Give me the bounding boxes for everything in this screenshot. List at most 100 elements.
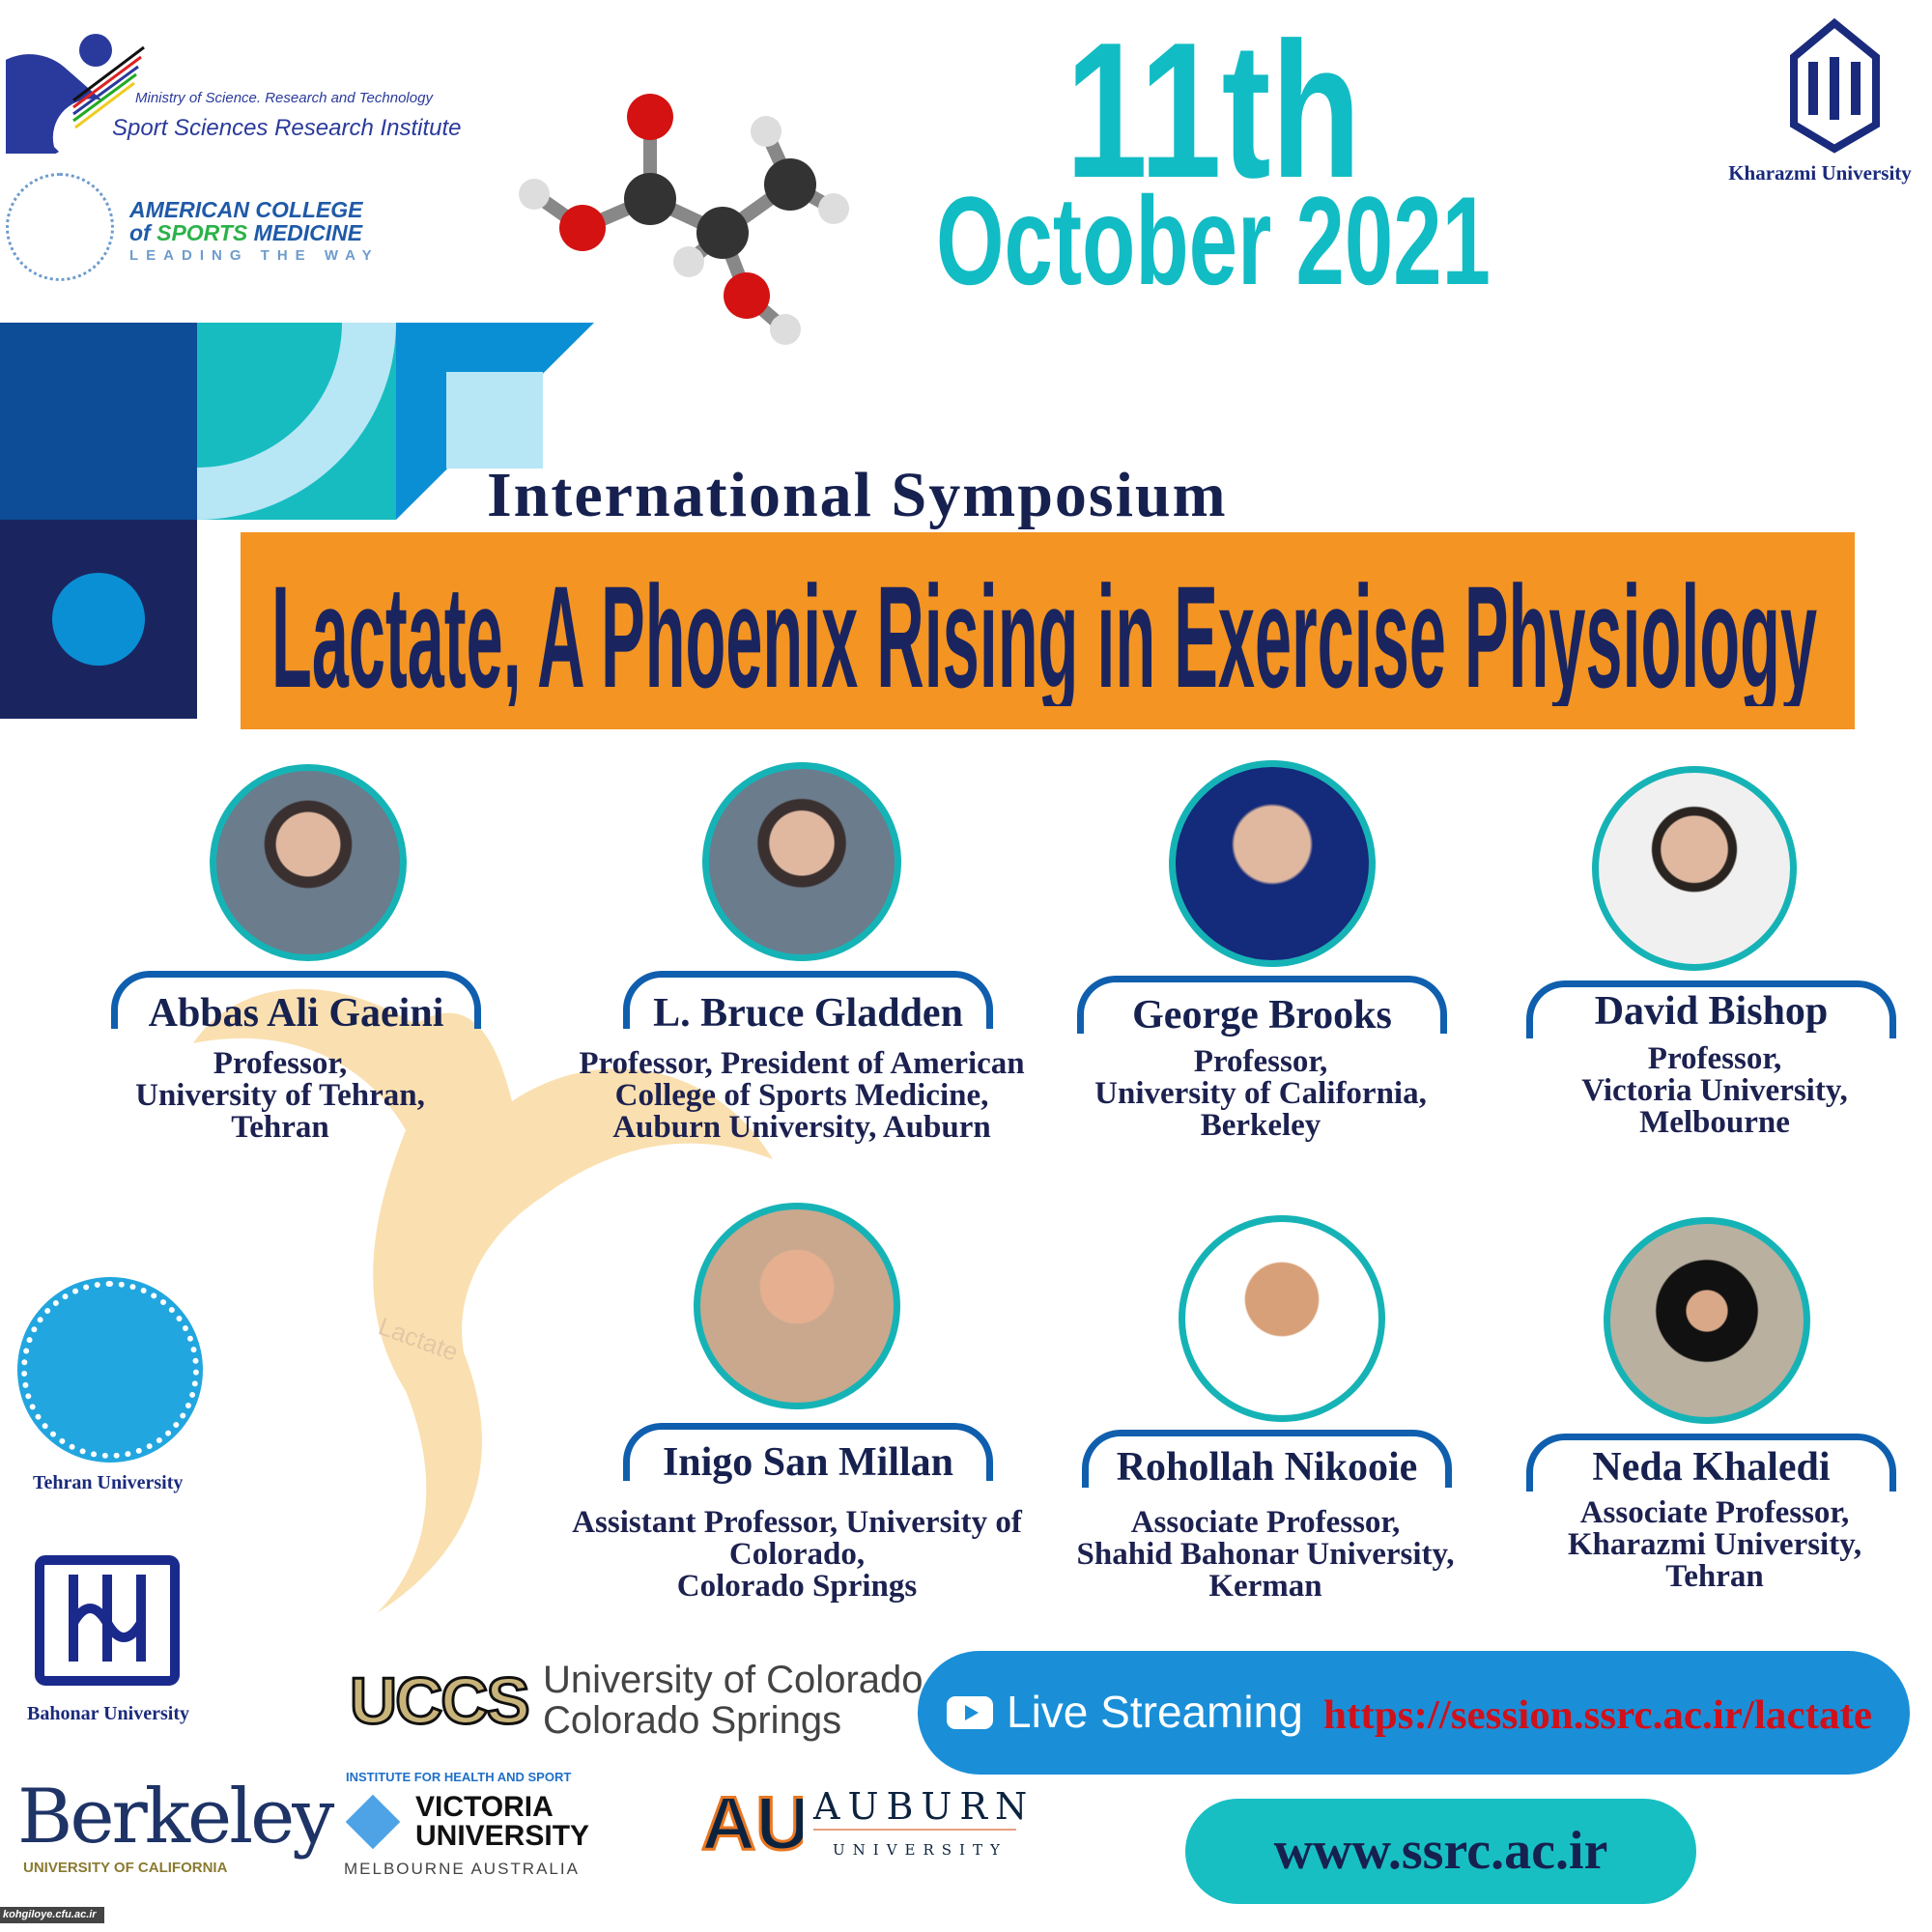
svg-text:AU: AU: [701, 1780, 803, 1861]
role-line: Associate Professor,: [1130, 1505, 1401, 1540]
name-arc: [623, 1423, 993, 1481]
speaker-name: David Bishop: [1594, 989, 1829, 1034]
live-stream-label: Live Streaming: [1007, 1687, 1303, 1737]
speaker-role: Assistant Professor, University of Colora…: [541, 1507, 1053, 1603]
victoria-line1: VICTORIA: [415, 1791, 554, 1823]
speaker-role: Associate Professor, Shahid Bahonar Unive…: [1058, 1507, 1473, 1603]
kharazmi-logo-icon: [1790, 18, 1880, 154]
role-line: Tehran: [231, 1110, 329, 1145]
date-month-year: October 2021: [936, 189, 1491, 291]
acsm-tagline: LEADING THE WAY: [129, 247, 380, 264]
speaker-name: Abbas Ali Gaeini: [148, 991, 444, 1036]
speaker-name: L. Bruce Gladden: [653, 991, 963, 1036]
name-arc: [1082, 1430, 1452, 1488]
bahonar-logo-icon: [35, 1555, 180, 1686]
berkeley-sub: UNIVERSITY OF CALIFORNIA: [23, 1860, 228, 1876]
event-title: Lactate, A Phoenix Rising in Exercise Ph…: [271, 561, 1817, 706]
name-arc: [111, 971, 481, 1029]
role-line: College of Sports Medicine,: [614, 1078, 989, 1113]
speaker-photo: [1592, 766, 1797, 971]
uccs-line1: University of Colorado: [543, 1659, 923, 1701]
name-arc: [1077, 976, 1447, 1034]
role-line: Professor,: [213, 1046, 348, 1081]
stream-url-link[interactable]: https://session.ssrc.ac.ir/lactate: [1323, 1693, 1872, 1738]
role-line: Tehran: [1665, 1559, 1764, 1594]
speaker-photo: [1179, 1215, 1385, 1422]
victoria-line2: UNIVERSITY: [415, 1820, 590, 1852]
ssrc-institute: Sport Sciences Research Institute: [112, 115, 462, 141]
ssrc-ministry: Ministry of Science. Research and Techno…: [135, 90, 433, 106]
uccs-line2: Colorado Springs: [543, 1699, 842, 1742]
auburn-sub: UNIVERSITY: [833, 1841, 1008, 1859]
speaker-role: Associate Professor, Kharazmi University,…: [1521, 1497, 1908, 1593]
title-banner: Lactate, A Phoenix Rising in Exercise Ph…: [241, 532, 1855, 729]
acsm-sports: SPORTS: [156, 220, 248, 245]
acsm-line1: AMERICAN COLLEGE: [129, 197, 363, 222]
auburn-au-icon: AU: [701, 1779, 803, 1861]
kharazmi-label: Kharazmi University: [1728, 161, 1912, 185]
auburn-divider: [813, 1829, 1016, 1831]
role-line: Professor,: [1647, 1041, 1782, 1076]
phoenix-watermark-icon: Lactate: [193, 988, 773, 1613]
speaker-photo: [702, 762, 901, 961]
event-type: International Symposium: [487, 460, 1228, 530]
speaker-name: George Brooks: [1132, 993, 1392, 1037]
speaker-role: Professor, University of Tehran, Tehran: [87, 1048, 473, 1144]
decor-circle: [52, 573, 145, 666]
youtube-play-icon: [947, 1696, 993, 1729]
acsm-seal-icon: [6, 173, 114, 281]
speaker-role: Professor, President of American College …: [560, 1048, 1043, 1144]
tehran-label: Tehran University: [33, 1472, 184, 1493]
role-line: Kerman: [1208, 1569, 1322, 1604]
lactate-molecule-icon: [519, 94, 849, 345]
speaker-role: Professor, Victoria University, Melbourne: [1521, 1043, 1908, 1139]
live-stream-button[interactable]: Live Streaming https://session.ssrc.ac.i…: [918, 1651, 1910, 1775]
victoria-sub: MELBOURNE AUSTRALIA: [344, 1860, 580, 1878]
bahonar-label: Bahonar University: [27, 1703, 189, 1724]
role-line: Associate Professor,: [1579, 1495, 1850, 1530]
role-line: Professor,: [1193, 1044, 1328, 1079]
auburn-name: AUBURN: [813, 1785, 1036, 1828]
berkeley-name: Berkeley: [17, 1774, 334, 1861]
speaker-role: Professor, University of California, Berke…: [1067, 1046, 1454, 1142]
role-line: Assistant Professor, University of: [572, 1505, 1022, 1540]
website-link[interactable]: www.ssrc.ac.ir: [1273, 1821, 1608, 1881]
speaker-photo: [210, 764, 407, 961]
speaker-photo: [1604, 1217, 1810, 1424]
role-line: Colorado Springs: [676, 1569, 918, 1604]
decor-blocks: [0, 323, 599, 719]
role-line: Melbourne: [1639, 1105, 1790, 1140]
uccs-abbr: UCCS: [349, 1663, 532, 1740]
speaker-name: Rohollah Nikooie: [1116, 1445, 1418, 1490]
acsm-medicine: MEDICINE: [253, 220, 363, 245]
role-line: Kharazmi University,: [1567, 1527, 1862, 1562]
ssrc-emblem-icon: [6, 34, 145, 154]
website-button[interactable]: www.ssrc.ac.ir: [1185, 1799, 1696, 1904]
speaker-name: Neda Khaledi: [1592, 1445, 1831, 1490]
name-arc: [623, 971, 993, 1029]
role-line: Professor, President of American: [579, 1046, 1025, 1081]
date-month-year-svg: October 2021: [936, 189, 1491, 291]
role-line: Berkeley: [1200, 1108, 1321, 1143]
date-day: 11th: [1065, 24, 1361, 184]
event-title-svg: Lactate, A Phoenix Rising in Exercise Ph…: [271, 561, 1817, 706]
stream-url-svg[interactable]: https://session.ssrc.ac.ir/lactate: [1323, 1688, 1872, 1742]
speaker-photo: [1169, 760, 1376, 967]
speaker-photo: [694, 1203, 900, 1409]
acsm-logo: AMERICAN COLLEGE of SPORTS MEDICINE LEAD…: [6, 173, 383, 284]
role-line: Colorado,: [728, 1537, 866, 1572]
victoria-diamond-icon: [345, 1794, 401, 1850]
name-arc: [1526, 1434, 1896, 1492]
ssrc-logo: Ministry of Science. Research and Techno…: [6, 18, 479, 154]
victoria-name: VICTORIA UNIVERSITY: [415, 1793, 589, 1851]
role-line: Victoria University,: [1581, 1073, 1848, 1108]
source-badge: kohgiloye.cfu.ac.ir: [0, 1907, 104, 1923]
role-line: University of Tehran,: [135, 1078, 425, 1113]
speaker-name: Inigo San Millan: [662, 1440, 954, 1485]
uccs-name: University of Colorado Colorado Springs: [543, 1660, 923, 1741]
role-line: Auburn University, Auburn: [612, 1110, 991, 1145]
tehran-seal-icon: [21, 1281, 199, 1459]
role-line: Shahid Bahonar University,: [1076, 1537, 1455, 1572]
victoria-top: INSTITUTE FOR HEALTH AND SPORT: [346, 1770, 572, 1784]
date-day-svg: 11th: [1065, 24, 1361, 184]
